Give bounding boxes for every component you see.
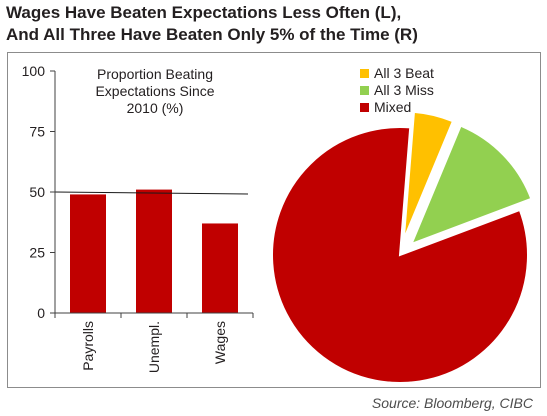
bar-payrolls <box>70 194 106 313</box>
x-axis-ticks <box>54 313 254 318</box>
x-axis-labels: Payrolls Unempl. Wages <box>80 321 228 373</box>
y-axis-ticks: 0 25 50 75 100 <box>22 63 55 321</box>
bar-title-line: Proportion Beating <box>97 66 213 82</box>
chart-title: Wages Have Beaten Expectations Less Ofte… <box>6 2 546 46</box>
chart-frame <box>7 52 541 388</box>
legend-label: All 3 Beat <box>374 65 434 81</box>
legend-swatch <box>360 69 369 78</box>
legend-swatch <box>360 103 369 112</box>
pie-slice-mixed <box>271 126 529 384</box>
x-category-label: Unempl. <box>146 321 162 373</box>
x-category-label: Wages <box>212 321 228 364</box>
bar-title-line: 2010 (%) <box>127 100 184 116</box>
bar-chart: 0 25 50 75 100 Payrolls Unempl. Wages Proporti… <box>22 63 254 373</box>
legend-label: Mixed <box>374 99 411 115</box>
bar-unempl <box>136 189 172 313</box>
pie-slice-all-3-beat <box>402 110 455 240</box>
y-tick-label: 25 <box>29 245 45 261</box>
y-tick-label: 50 <box>29 184 45 200</box>
reference-line <box>54 191 249 195</box>
chart-title-line-1: Wages Have Beaten Expectations Less Ofte… <box>6 3 402 22</box>
source-note: Source: Bloomberg, CIBC <box>371 395 533 411</box>
pie-slices <box>271 110 533 384</box>
pie-slice-all-3-miss <box>409 124 533 246</box>
x-category-label: Payrolls <box>80 321 96 371</box>
bar-title-line: Expectations Since <box>95 83 214 99</box>
y-tick-label: 100 <box>22 63 46 79</box>
chart-title-line-2: And All Three Have Beaten Only 5% of the… <box>6 25 418 44</box>
legend-swatch <box>360 86 369 95</box>
y-tick-label: 75 <box>29 124 45 140</box>
legend-label: All 3 Miss <box>374 82 434 98</box>
bar-wages <box>202 223 238 313</box>
bar-series <box>70 189 238 313</box>
y-tick-label: 0 <box>37 305 45 321</box>
